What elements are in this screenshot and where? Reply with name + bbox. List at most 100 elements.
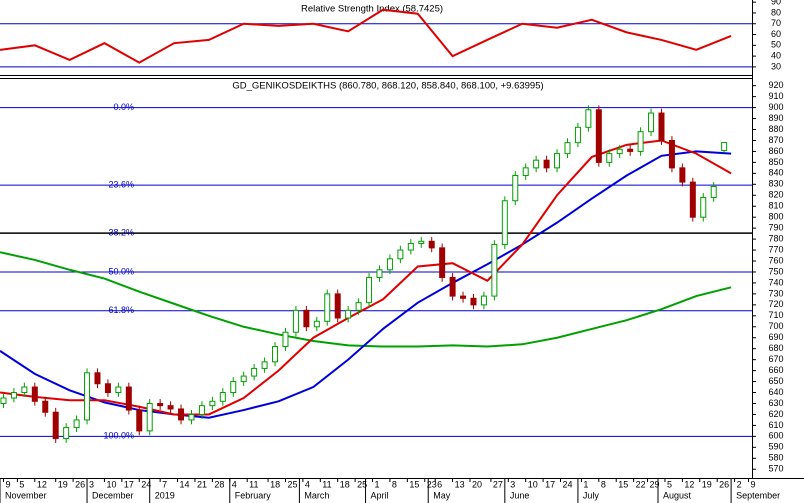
y-tick-label: 580	[768, 453, 783, 463]
y-tick-label: 920	[768, 80, 783, 90]
month-label: May	[433, 490, 451, 500]
y-tick-label: 600	[768, 431, 783, 441]
x-tick-label: 26	[75, 479, 85, 489]
month-label: February	[235, 490, 272, 500]
y-tick-label: 700	[768, 321, 783, 331]
y-tick-label: 640	[768, 387, 783, 397]
x-tick-label: 9	[5, 479, 10, 489]
candle-body	[84, 372, 91, 421]
y-tick-label: 780	[768, 233, 783, 243]
fib-label: 100.0%	[103, 431, 134, 441]
candle-body	[0, 397, 7, 404]
fib-label: 61.8%	[108, 305, 134, 315]
candle-body	[460, 295, 467, 299]
candle-body	[710, 185, 717, 198]
x-tick-label: 26	[719, 479, 729, 489]
candle-body	[480, 295, 487, 306]
candle-body	[595, 109, 602, 163]
x-tick-label: 17	[124, 479, 134, 489]
x-tick-label: 14	[180, 479, 190, 489]
y-tick-label: 860	[768, 146, 783, 156]
candle-body	[313, 320, 320, 328]
candle-body	[679, 167, 686, 183]
y-tick-label: 710	[768, 310, 783, 320]
month-label: December	[92, 490, 134, 500]
x-tick-label: 13	[455, 479, 465, 489]
rsi-title: Relative Strength Index (58.7425)	[301, 4, 443, 15]
candle-body	[334, 293, 341, 319]
x-tick-label: 25	[287, 479, 297, 489]
x-tick-label: 1	[583, 479, 588, 489]
x-tick-label: 12	[684, 479, 694, 489]
x-tick-label: 19	[58, 479, 68, 489]
candle-body	[554, 153, 561, 169]
x-tick-label: 19	[702, 479, 712, 489]
y-tick-label: 620	[768, 409, 783, 419]
y-tick-label: 810	[768, 201, 783, 211]
candle-body	[501, 200, 508, 246]
y-tick-label: 760	[768, 255, 783, 265]
candle-body	[31, 386, 38, 402]
x-tick-label: 24	[563, 479, 573, 489]
x-tick-label: 21	[197, 479, 207, 489]
candle-body	[721, 142, 728, 152]
x-tick-label: 24	[141, 479, 151, 489]
y-tick-label: 570	[768, 464, 783, 474]
x-tick-label: 7	[162, 479, 167, 489]
month-label: 2019	[155, 490, 175, 500]
y-tick-label: 660	[768, 365, 783, 375]
y-tick-label: 900	[768, 102, 783, 112]
candle-body	[188, 413, 195, 421]
candle-body	[261, 361, 268, 369]
x-tick-label: 10	[528, 479, 538, 489]
x-tick-label: 5	[667, 479, 672, 489]
candle-body	[627, 148, 634, 152]
candle-body	[574, 126, 581, 144]
y-tick-label: 590	[768, 442, 783, 452]
candle-body	[240, 375, 247, 383]
candle-body	[219, 392, 226, 402]
y-tick-label: 870	[768, 135, 783, 145]
y-tick-label: 840	[768, 168, 783, 178]
y-tick-label: 70	[771, 18, 781, 28]
candle-body	[449, 276, 456, 297]
fib-label: 38.2%	[108, 228, 134, 238]
x-tick-label: 8	[392, 479, 397, 489]
y-tick-label: 690	[768, 332, 783, 342]
y-tick-label: 800	[768, 212, 783, 222]
x-tick-label: 4	[305, 479, 310, 489]
x-tick-label: 15	[618, 479, 628, 489]
candle-body	[115, 386, 122, 394]
candle-body	[386, 258, 393, 271]
candle-body	[251, 367, 258, 377]
candle-body	[658, 112, 665, 141]
candle-body	[324, 293, 331, 322]
month-label: July	[583, 490, 600, 500]
month-label: June	[510, 490, 530, 500]
x-tick-label: 4	[232, 479, 237, 489]
candle-body	[10, 392, 17, 399]
x-tick-label: 22	[636, 479, 646, 489]
y-tick-label: 770	[768, 244, 783, 254]
y-tick-label: 80	[771, 7, 781, 17]
y-tick-label: 610	[768, 420, 783, 430]
y-tick-label: 670	[768, 354, 783, 364]
x-tick-label: 27	[493, 479, 503, 489]
y-tick-label: 820	[768, 190, 783, 200]
candle-body	[668, 139, 675, 169]
rsi-line	[0, 8, 732, 64]
y-tick-label: 50	[771, 40, 781, 50]
fib-label: 0.0%	[113, 102, 134, 112]
candle-body	[606, 153, 613, 163]
month-label: September	[736, 490, 780, 500]
candle-body	[491, 244, 498, 297]
moving-average	[0, 251, 732, 348]
candle-body	[230, 381, 237, 394]
candle-body	[303, 309, 310, 328]
y-tick-label: 740	[768, 277, 783, 287]
candle-body	[63, 427, 70, 440]
candle-body	[376, 269, 383, 278]
candle-body	[355, 302, 362, 311]
candle-body	[533, 159, 540, 169]
x-tick-label: 8	[601, 479, 606, 489]
